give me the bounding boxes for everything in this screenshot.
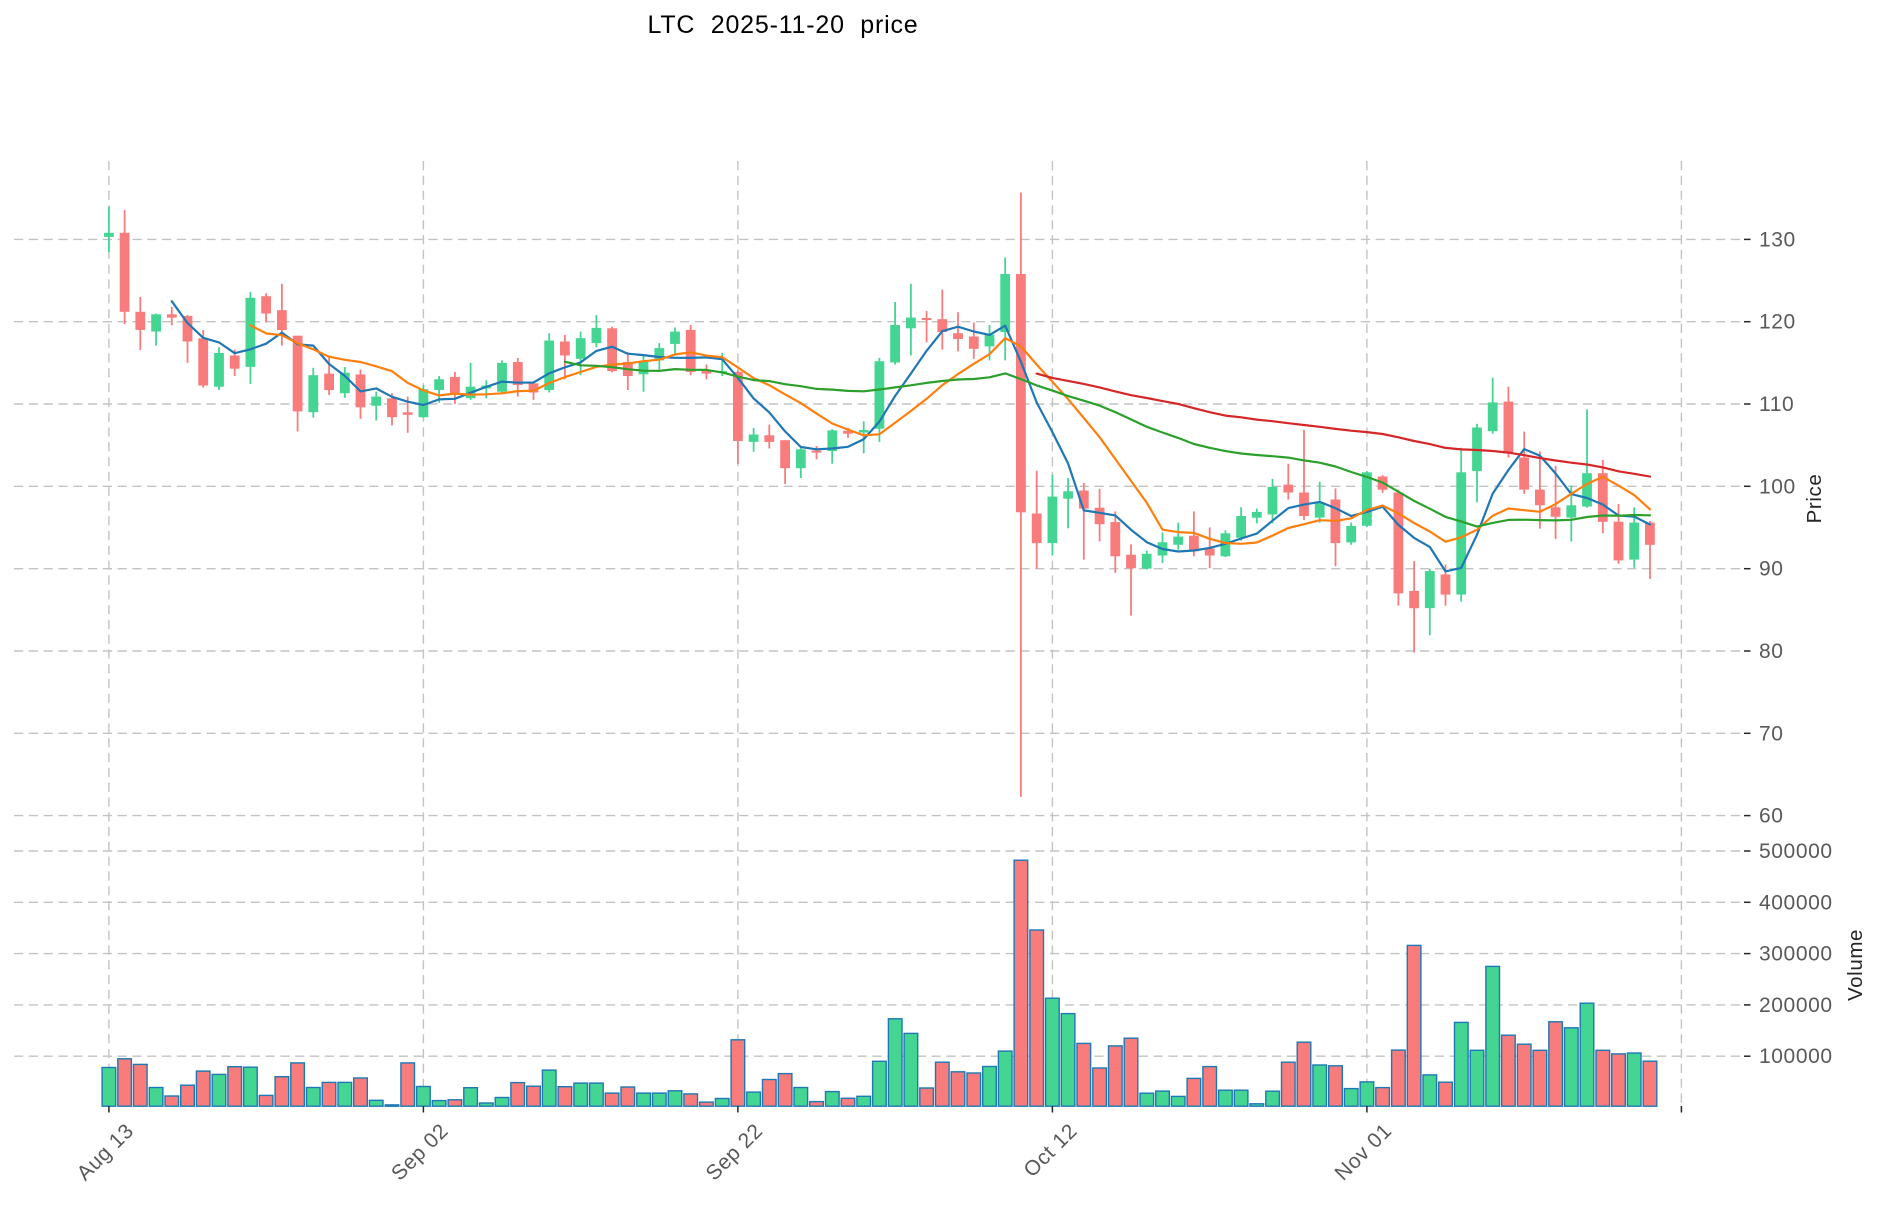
svg-text:70: 70	[1759, 722, 1784, 745]
svg-text:110: 110	[1759, 393, 1794, 416]
svg-text:120: 120	[1759, 311, 1796, 334]
svg-text:Volume: Volume	[1844, 929, 1867, 1001]
svg-text:200000: 200000	[1759, 994, 1833, 1017]
svg-text:400000: 400000	[1759, 891, 1833, 914]
svg-text:60: 60	[1759, 805, 1784, 828]
svg-text:130: 130	[1759, 228, 1796, 251]
svg-text:90: 90	[1759, 558, 1784, 581]
svg-text:100: 100	[1759, 475, 1796, 498]
svg-text:500000: 500000	[1759, 840, 1833, 863]
svg-text:100000: 100000	[1759, 1045, 1833, 1068]
svg-text:80: 80	[1759, 640, 1784, 663]
svg-text:LTC 2025-11-20 price: LTC 2025-11-20 price	[648, 11, 919, 39]
svg-text:300000: 300000	[1759, 943, 1833, 966]
svg-text:Price: Price	[1803, 474, 1826, 524]
